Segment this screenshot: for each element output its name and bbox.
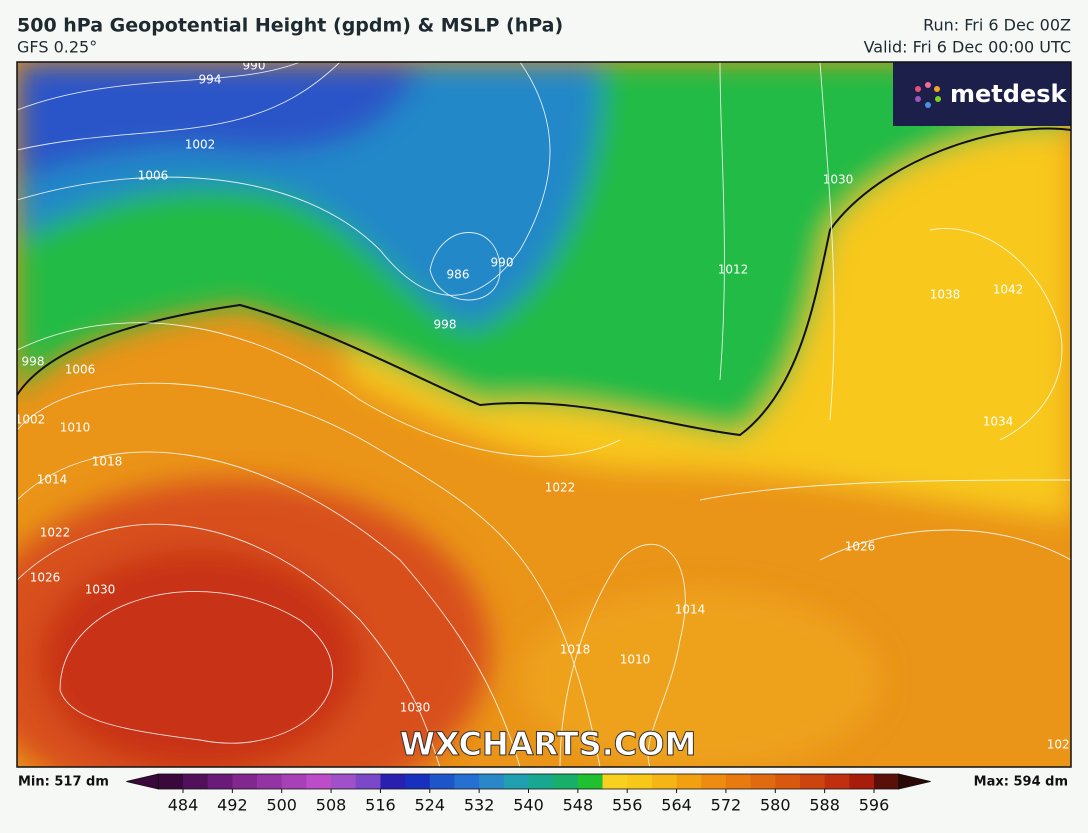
isobar-label: 998 (22, 355, 45, 369)
isobar-label: 1042 (993, 283, 1024, 297)
colorbar-segment (503, 774, 529, 789)
colorbar-segment (775, 774, 801, 789)
watermark: WXCHARTS.COM (400, 725, 697, 763)
isobar-label: 994 (199, 73, 222, 87)
colorbar-segment (429, 774, 455, 789)
colorbar-max: Max: 594 dm (974, 775, 1068, 790)
isobar-label: 1010 (620, 653, 651, 667)
colorbar-tick-label: 596 (859, 796, 890, 815)
isobar-label: 1018 (560, 643, 591, 657)
valid-time: Valid: Fri 6 Dec 00:00 UTC (864, 38, 1071, 57)
isobar-label: 1014 (675, 603, 706, 617)
colorbar-segment (651, 774, 678, 789)
colorbar-segment (355, 774, 381, 789)
colorbar-tick-label: 572 (711, 796, 742, 815)
colorbar-segment (750, 774, 776, 789)
isobar-label: 1010 (60, 421, 91, 435)
colorbar-segment (528, 774, 554, 789)
colorbar-segment (602, 774, 628, 789)
colorbar-tick-label: 556 (612, 796, 643, 815)
isobar-label: 990 (243, 59, 266, 73)
colorbar-tick-label: 540 (513, 796, 544, 815)
colorbar-segment (183, 774, 209, 789)
colorbar-tick-label: 532 (464, 796, 495, 815)
isobar-label: 1022 (545, 481, 576, 495)
colorbar-tick-label: 580 (760, 796, 791, 815)
isobar-label: 1030 (823, 173, 854, 187)
colorbar-segment (701, 774, 727, 789)
colorbar-tick-label: 548 (563, 796, 594, 815)
isobar-label: 1030 (85, 583, 116, 597)
isobar-label: 1022 (40, 526, 71, 540)
isobar-label: 1026 (30, 571, 61, 585)
colorbar-segment (577, 774, 604, 789)
colorbar-segment (799, 774, 826, 789)
colorbar-arrow-right (898, 773, 931, 790)
colorbar-tick-label: 564 (661, 796, 692, 815)
run-time: Run: Fri 6 Dec 00Z (923, 16, 1071, 35)
colorbar-segment (849, 774, 875, 789)
colorbar-segment (405, 774, 431, 789)
isobar-label: 1038 (930, 288, 961, 302)
colorbar-segment (824, 774, 850, 789)
colorbar-segment (725, 774, 752, 789)
colorbar-segment (158, 774, 184, 789)
colorbar-segment (281, 774, 307, 789)
isobar-label: 1026 (845, 540, 876, 554)
logo: metdesk (950, 80, 1068, 108)
colorbar-tick-label: 500 (266, 796, 297, 815)
colorbar-segment (257, 774, 283, 789)
colorbar-segment (380, 774, 406, 789)
isobar-label: 986 (447, 268, 470, 282)
isobar-label: 1022 (1047, 738, 1078, 752)
isobar-label: 1018 (92, 455, 123, 469)
isobar-label: 1002 (15, 413, 46, 427)
isobar-label: 1006 (65, 363, 96, 377)
colorbar-segment (454, 774, 480, 789)
isobar-label: 1034 (983, 415, 1014, 429)
colorbar-segment (232, 774, 258, 789)
colorbar-tick-label: 484 (168, 796, 199, 815)
colorbar-segment (627, 774, 653, 789)
colorbar-tick-label: 588 (809, 796, 840, 815)
title: 500 hPa Geopotential Height (gpdm) & MSL… (17, 15, 563, 37)
colorbar-arrow-left (126, 773, 159, 790)
isobar-label: 1006 (138, 169, 169, 183)
subtitle: GFS 0.25° (17, 38, 97, 57)
colorbar-segment (207, 774, 233, 789)
isobar-label: 1002 (185, 138, 216, 152)
colorbar-segment (331, 774, 357, 789)
isobar-label: 990 (491, 256, 514, 270)
isobar-label: 1030 (400, 701, 431, 715)
colorbar-segment (874, 774, 900, 789)
map: 990 994 1002 1006 986 990 998 1030 1012 1038 1042 9… (15, 59, 1078, 767)
colorbar-min: Min: 517 dm (18, 775, 109, 790)
isobar-label: 1014 (37, 473, 68, 487)
colorbar-segment (479, 774, 505, 789)
colorbar-segment (676, 774, 702, 789)
colorbar-tick-label: 524 (415, 796, 446, 815)
isobar-label: 1012 (718, 263, 749, 277)
isobar-label: 998 (434, 318, 457, 332)
colorbar-tick-label: 492 (217, 796, 248, 815)
colorbar-segment (553, 774, 579, 789)
colorbar-tick-label: 508 (316, 796, 347, 815)
colorbar-tick-label: 516 (365, 796, 396, 815)
colorbar-segment (306, 774, 332, 789)
